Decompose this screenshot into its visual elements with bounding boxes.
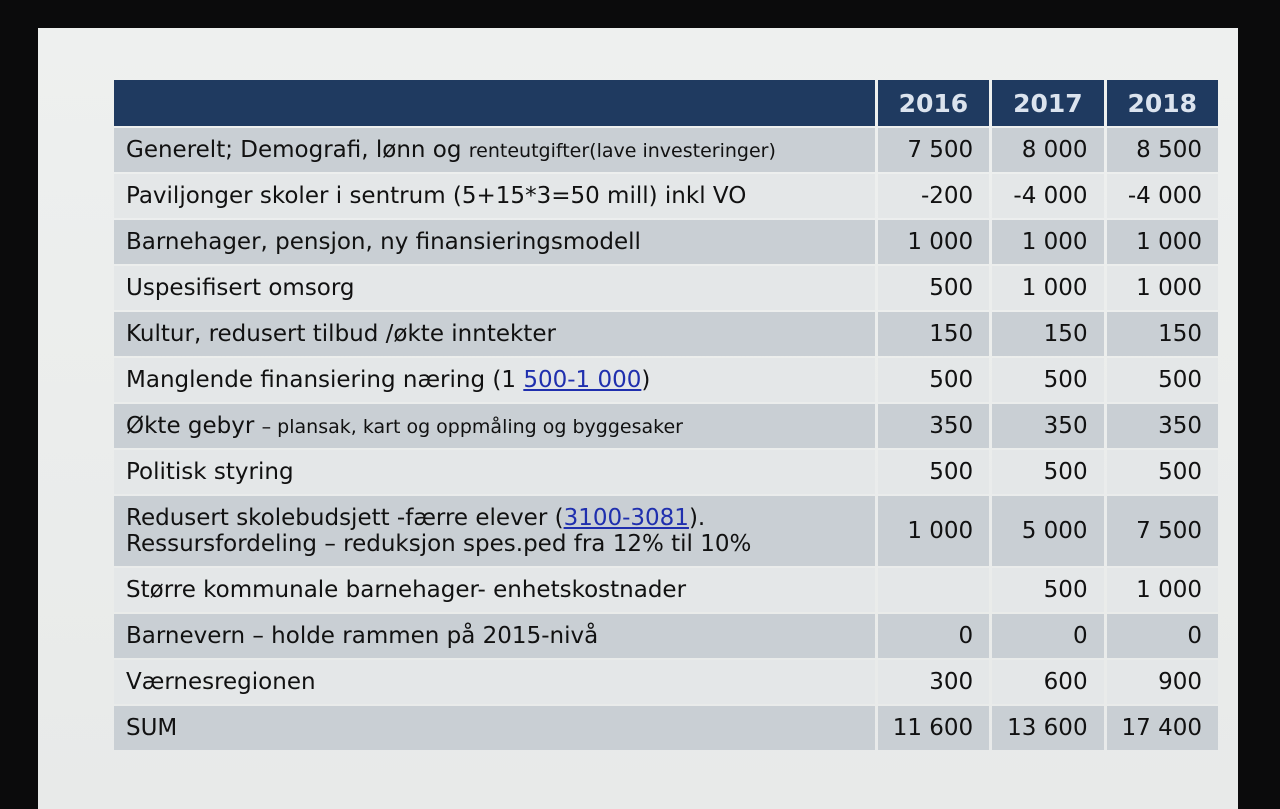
- value-cell: 500: [992, 358, 1104, 402]
- value-cell: 150: [992, 312, 1104, 356]
- value-cell: 300: [877, 660, 990, 704]
- value-cell: 11 600: [877, 706, 990, 750]
- row-label: SUM: [114, 706, 875, 750]
- value-cell: 1 000: [992, 220, 1104, 264]
- value-cell: 0: [992, 614, 1104, 658]
- value-cell: 17 400: [1106, 706, 1218, 750]
- value-cell: 600: [992, 660, 1104, 704]
- table-row: Paviljonger skoler i sentrum (5+15*3=50 …: [114, 174, 1218, 218]
- value-cell: [877, 568, 990, 612]
- row-label: Kultur, redusert tilbud /økte inntekter: [114, 312, 875, 356]
- value-cell: -200: [877, 174, 990, 218]
- value-cell: 1 000: [1106, 568, 1218, 612]
- table-row: Økte gebyr – plansak, kart og oppmåling …: [114, 404, 1218, 448]
- value-cell: 1 000: [877, 496, 990, 566]
- row-label: Værnesregionen: [114, 660, 875, 704]
- table-row: Manglende finansiering næring (1 500-1 0…: [114, 358, 1218, 402]
- table-row: Barnehager, pensjon, ny finansieringsmod…: [114, 220, 1218, 264]
- value-cell: 7 500: [877, 128, 990, 172]
- header-row: 2016 2017 2018: [114, 80, 1218, 126]
- value-cell: 500: [877, 450, 990, 494]
- value-cell: 1 000: [992, 266, 1104, 310]
- value-cell: 900: [1106, 660, 1218, 704]
- table-row: Uspesifisert omsorg 500 1 000 1 000: [114, 266, 1218, 310]
- row-label: Paviljonger skoler i sentrum (5+15*3=50 …: [114, 174, 875, 218]
- value-cell: 350: [992, 404, 1104, 448]
- range-link[interactable]: 500-1 000: [523, 367, 642, 393]
- row-label: Manglende finansiering næring (1 500-1 0…: [114, 358, 875, 402]
- row-label: Økte gebyr – plansak, kart og oppmåling …: [114, 404, 875, 448]
- sum-row: SUM 11 600 13 600 17 400: [114, 706, 1218, 750]
- value-cell: 350: [1106, 404, 1218, 448]
- value-cell: 0: [877, 614, 990, 658]
- value-cell: 13 600: [992, 706, 1104, 750]
- row-label: Barnevern – holde rammen på 2015-nivå: [114, 614, 875, 658]
- value-cell: 500: [992, 450, 1104, 494]
- value-cell: 5 000: [992, 496, 1104, 566]
- value-cell: 150: [1106, 312, 1218, 356]
- value-cell: 350: [877, 404, 990, 448]
- year-header: 2017: [992, 80, 1104, 126]
- value-cell: 1 000: [1106, 266, 1218, 310]
- value-cell: 500: [992, 568, 1104, 612]
- budget-table: 2016 2017 2018 Generelt; Demografi, lønn…: [111, 78, 1221, 752]
- value-cell: 500: [1106, 450, 1218, 494]
- value-cell: 500: [1106, 358, 1218, 402]
- value-cell: 0: [1106, 614, 1218, 658]
- table-row: Redusert skolebudsjett -færre elever (31…: [114, 496, 1218, 566]
- row-label: Uspesifisert omsorg: [114, 266, 875, 310]
- table-row: Større kommunale barnehager- enhetskostn…: [114, 568, 1218, 612]
- student-count-link[interactable]: 3100-3081: [563, 505, 689, 531]
- year-header: 2018: [1106, 80, 1218, 126]
- year-header: 2016: [877, 80, 990, 126]
- value-cell: -4 000: [1106, 174, 1218, 218]
- table-row: Værnesregionen 300 600 900: [114, 660, 1218, 704]
- value-cell: 8 500: [1106, 128, 1218, 172]
- row-label: Generelt; Demografi, lønn og renteutgift…: [114, 128, 875, 172]
- row-label: Politisk styring: [114, 450, 875, 494]
- table-row: Kultur, redusert tilbud /økte inntekter …: [114, 312, 1218, 356]
- value-cell: 150: [877, 312, 990, 356]
- value-cell: 500: [877, 358, 990, 402]
- value-cell: -4 000: [992, 174, 1104, 218]
- table-row: Politisk styring 500 500 500: [114, 450, 1218, 494]
- row-label: Større kommunale barnehager- enhetskostn…: [114, 568, 875, 612]
- value-cell: 8 000: [992, 128, 1104, 172]
- value-cell: 1 000: [877, 220, 990, 264]
- row-label: Barnehager, pensjon, ny finansieringsmod…: [114, 220, 875, 264]
- row-label: Redusert skolebudsjett -færre elever (31…: [114, 496, 875, 566]
- value-cell: 7 500: [1106, 496, 1218, 566]
- table-row: Generelt; Demografi, lønn og renteutgift…: [114, 128, 1218, 172]
- value-cell: 1 000: [1106, 220, 1218, 264]
- table-row: Barnevern – holde rammen på 2015-nivå 0 …: [114, 614, 1218, 658]
- header-blank: [114, 80, 875, 126]
- value-cell: 500: [877, 266, 990, 310]
- projection-screen: 2016 2017 2018 Generelt; Demografi, lønn…: [38, 28, 1238, 809]
